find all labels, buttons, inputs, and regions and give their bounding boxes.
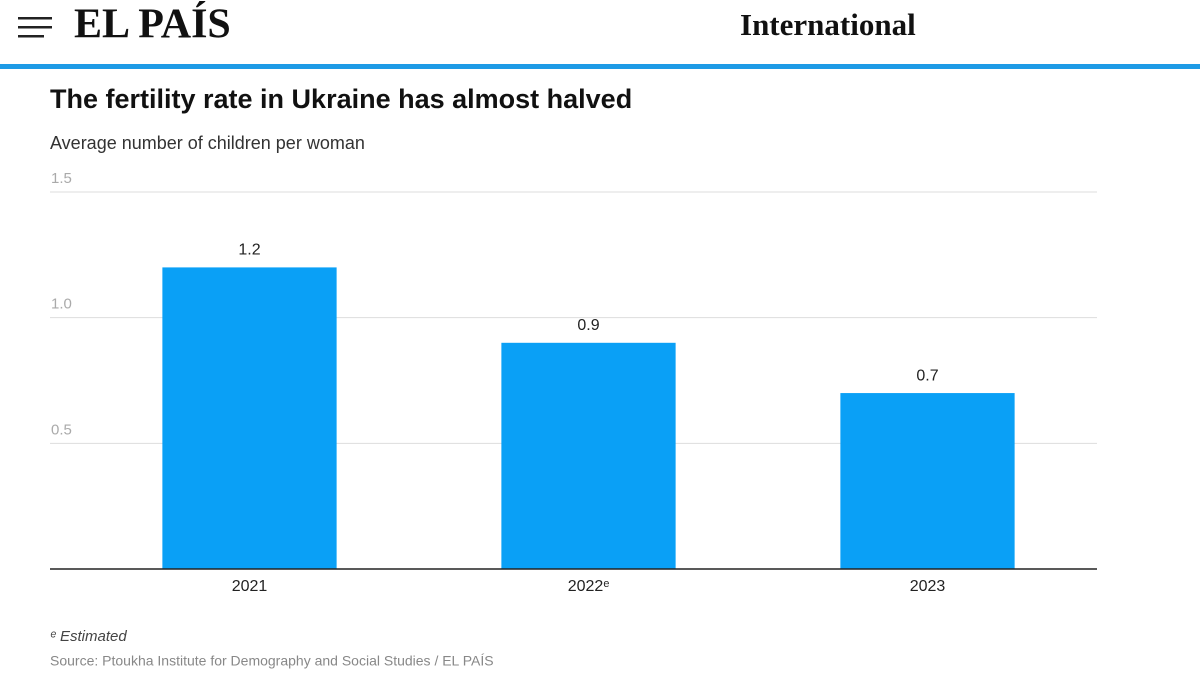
chart-title: The fertility rate in Ukraine has almost… <box>50 84 632 114</box>
menu-icon[interactable] <box>18 17 52 38</box>
footnote-text: Estimated <box>60 628 127 645</box>
bar <box>162 267 337 569</box>
y-tick-label: 1.5 <box>51 170 72 187</box>
x-tick-label: 2021 <box>232 578 268 595</box>
footnote: ᵉ Estimated <box>50 628 127 645</box>
x-tick-label: 2022ᵉ <box>568 578 610 595</box>
logo[interactable]: EL PAÍS <box>74 1 231 48</box>
footnote-marker: ᵉ <box>50 628 56 645</box>
y-tick-label: 0.5 <box>51 421 72 438</box>
menu-bar <box>18 17 52 20</box>
x-tick-label: 2023 <box>910 578 946 595</box>
source: Source: Ptoukha Institute for Demography… <box>50 653 494 669</box>
bar <box>840 393 1015 569</box>
value-label: 0.9 <box>577 317 599 334</box>
menu-bar <box>18 35 44 38</box>
header-rule <box>0 64 1200 69</box>
value-label: 0.7 <box>916 367 938 384</box>
y-tick-label: 1.0 <box>51 296 72 313</box>
bar <box>501 342 676 569</box>
section-name[interactable]: International <box>740 7 916 42</box>
chart-subtitle: Average number of children per woman <box>50 133 365 153</box>
menu-bar <box>18 26 52 29</box>
value-label: 1.2 <box>238 242 260 259</box>
